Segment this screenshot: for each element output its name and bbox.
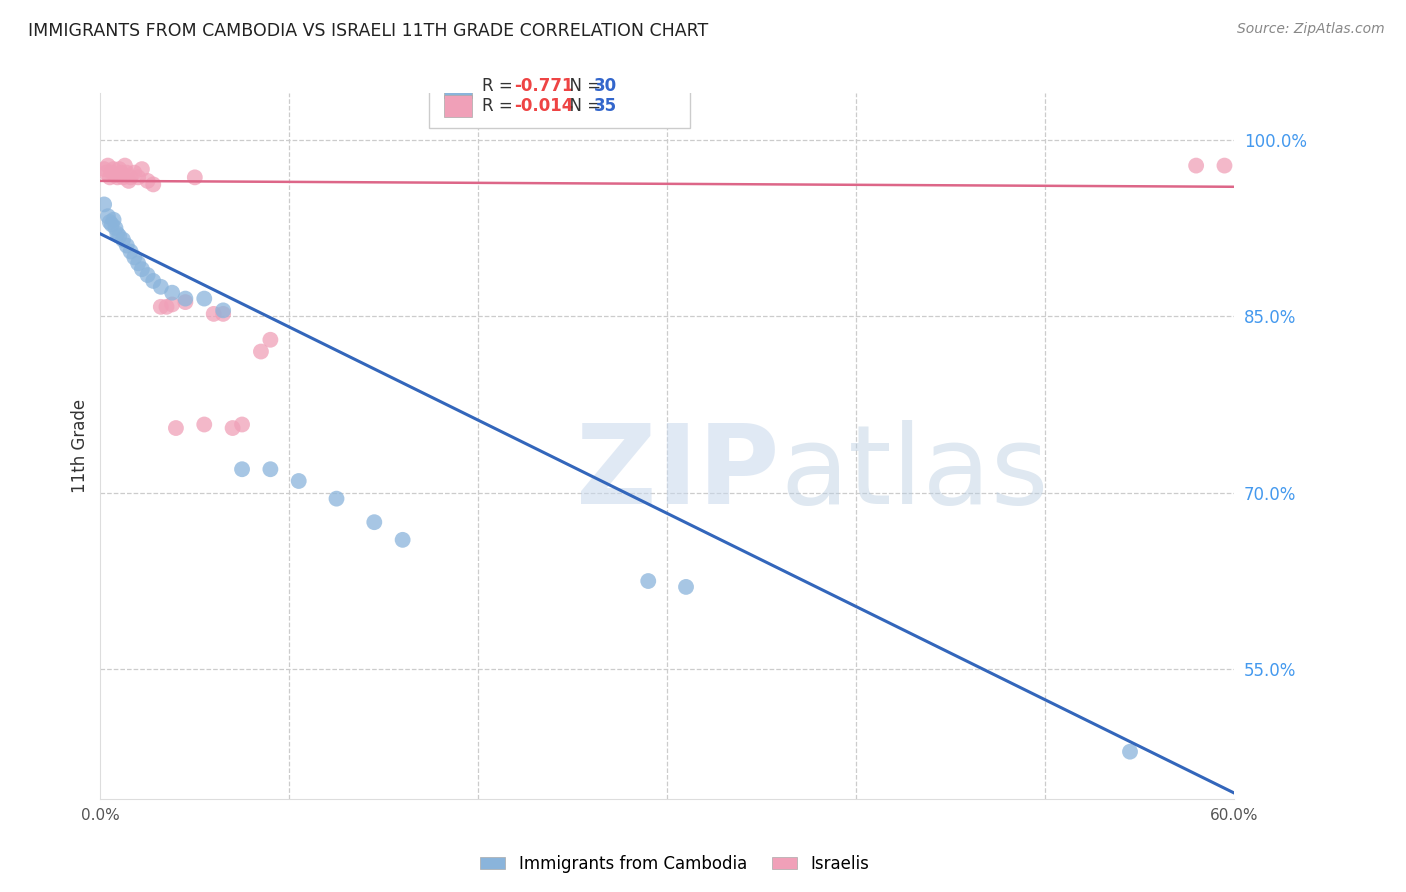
- Point: [98, 215, 121, 229]
- FancyBboxPatch shape: [444, 95, 472, 118]
- Legend: Immigrants from Cambodia, Israelis: Immigrants from Cambodia, Israelis: [474, 848, 876, 880]
- Point: [174, 292, 197, 306]
- Point: [1213, 159, 1236, 173]
- Point: [202, 307, 225, 321]
- Text: atlas: atlas: [780, 420, 1049, 527]
- Point: [212, 307, 235, 321]
- Point: [115, 238, 138, 252]
- Point: [131, 162, 153, 177]
- Text: N =: N =: [560, 97, 607, 115]
- Point: [120, 170, 142, 185]
- Point: [221, 421, 243, 435]
- Point: [108, 162, 131, 177]
- Point: [142, 274, 165, 288]
- Point: [111, 170, 134, 185]
- Point: [363, 515, 385, 529]
- Point: [136, 174, 159, 188]
- Text: IMMIGRANTS FROM CAMBODIA VS ISRAELI 11TH GRADE CORRELATION CHART: IMMIGRANTS FROM CAMBODIA VS ISRAELI 11TH…: [28, 22, 709, 40]
- Point: [120, 244, 142, 259]
- Point: [97, 159, 120, 173]
- Text: 35: 35: [593, 97, 617, 115]
- Point: [1185, 159, 1208, 173]
- Point: [97, 209, 120, 223]
- Point: [98, 170, 121, 185]
- Text: -0.771: -0.771: [515, 78, 574, 95]
- Point: [131, 262, 153, 277]
- Point: [174, 295, 197, 310]
- Text: Source: ZipAtlas.com: Source: ZipAtlas.com: [1237, 22, 1385, 37]
- Text: R =: R =: [482, 78, 519, 95]
- Text: 30: 30: [593, 78, 617, 95]
- Point: [103, 212, 125, 227]
- Point: [149, 280, 172, 294]
- Point: [193, 417, 215, 432]
- Point: [149, 300, 172, 314]
- FancyBboxPatch shape: [429, 61, 690, 128]
- Point: [93, 197, 115, 211]
- Point: [136, 268, 159, 282]
- FancyBboxPatch shape: [444, 75, 472, 97]
- Point: [124, 251, 146, 265]
- Point: [184, 170, 207, 185]
- Point: [100, 218, 122, 232]
- Point: [287, 474, 309, 488]
- Point: [115, 166, 138, 180]
- Point: [637, 574, 659, 588]
- Point: [250, 344, 273, 359]
- Text: ZIP: ZIP: [576, 420, 780, 527]
- Point: [94, 166, 117, 180]
- Point: [124, 166, 146, 180]
- Point: [1119, 745, 1142, 759]
- Point: [114, 159, 136, 173]
- Point: [259, 333, 281, 347]
- Point: [165, 421, 187, 435]
- Point: [391, 533, 413, 547]
- Text: R =: R =: [482, 97, 519, 115]
- Point: [231, 462, 253, 476]
- Point: [142, 178, 165, 192]
- Point: [104, 221, 127, 235]
- Point: [325, 491, 347, 506]
- Point: [193, 292, 215, 306]
- Text: N =: N =: [560, 78, 607, 95]
- Point: [127, 170, 149, 185]
- Y-axis label: 11th Grade: 11th Grade: [72, 399, 89, 492]
- Point: [231, 417, 253, 432]
- Point: [110, 166, 132, 180]
- Point: [93, 162, 115, 177]
- Point: [155, 300, 177, 314]
- Point: [259, 462, 281, 476]
- Point: [118, 174, 141, 188]
- Point: [105, 227, 128, 241]
- Point: [160, 285, 183, 300]
- Point: [104, 168, 127, 182]
- Point: [675, 580, 697, 594]
- Point: [111, 233, 134, 247]
- Point: [100, 166, 122, 180]
- Point: [160, 297, 183, 311]
- Point: [212, 303, 235, 318]
- Point: [127, 256, 149, 270]
- Point: [105, 170, 128, 185]
- Point: [103, 162, 125, 177]
- Text: -0.014: -0.014: [515, 97, 574, 115]
- Point: [108, 229, 131, 244]
